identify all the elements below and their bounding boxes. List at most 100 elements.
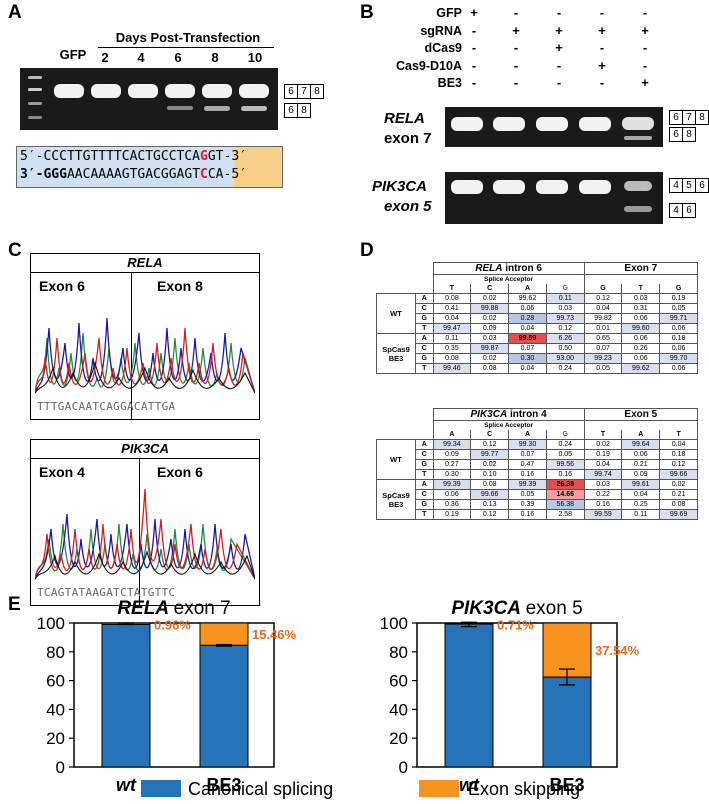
row-base: A [415, 293, 434, 304]
frequency-cell: 0.18 [659, 333, 698, 344]
frequency-cell: 0.18 [659, 449, 698, 460]
group-label: SpCas9 BE3 [376, 479, 416, 520]
frequency-cell: 0.03 [470, 333, 510, 344]
legend-swatch-skipping [419, 780, 459, 797]
y-tick-label: 40 [46, 700, 65, 719]
seq-box-exon [234, 146, 283, 188]
column-base: A [432, 430, 472, 440]
plot-frame [416, 622, 618, 768]
chromatogram-seq: TCAGTATAAGATCTATGTTC [37, 586, 176, 599]
frequency-cell: 0.27 [432, 459, 472, 470]
exon-header: Exon 5 [583, 408, 699, 421]
frequency-cell: 0.06 [621, 313, 661, 324]
exon-box: 6 [669, 110, 683, 125]
frequency-cell: 0.05 [545, 449, 585, 460]
seq-line-top: 5′-CCCTTGTTTTCACTGCCTCAGGT-3′ [20, 149, 247, 164]
gel-exon-label: exon 7 [384, 130, 432, 147]
gel-band-full [165, 84, 195, 98]
column-base: G [545, 430, 585, 440]
frequency-cell: 2.58 [545, 509, 585, 520]
row-base: G [415, 353, 434, 364]
group-label: WT [376, 439, 416, 480]
bar-canonical [199, 644, 249, 768]
gel-a [20, 68, 278, 130]
frequency-cell: 0.11 [621, 509, 661, 520]
condition-label: Cas9-D10A [395, 58, 462, 73]
chromatogram-pik3ca: PIK3CA Exon 4 Exon 6 TCAGTATAAGATCTATGTT… [30, 439, 260, 606]
frequency-cell: 0.03 [583, 479, 623, 490]
gel-band-full [493, 180, 525, 194]
chromatogram-trace [35, 488, 255, 580]
condition-mark: + [555, 40, 563, 55]
condition-mark: - [471, 22, 477, 38]
ladder-band [28, 116, 42, 119]
chromatogram-seq: TTTGACAATCAGGACATTGA [37, 400, 176, 413]
column-base: C [470, 284, 510, 294]
frequency-cell: 99.77 [470, 449, 510, 460]
condition-mark: + [555, 22, 563, 38]
frequency-cell: 99.62 [508, 293, 547, 304]
lane-label-day: 2 [101, 50, 109, 65]
frequency-cell: 99.39 [508, 479, 547, 490]
condition-mark: - [513, 5, 519, 20]
frequency-cell: 0.25 [621, 499, 661, 510]
column-base: C [470, 430, 510, 440]
gel-b-rela [445, 107, 663, 147]
frequency-cell: 99.59 [583, 509, 623, 520]
row-base: A [415, 439, 434, 450]
column-base: T [583, 430, 623, 440]
frequency-cell: 99.70 [659, 353, 698, 364]
column-base: T [621, 284, 661, 294]
frequency-cell: 0.05 [508, 489, 547, 500]
seq-box-intron [16, 146, 236, 188]
frequency-cell: 0.06 [621, 353, 661, 364]
column-base: G [659, 284, 698, 294]
gel-band-full [536, 180, 568, 194]
frequency-cell: 99.59 [508, 333, 547, 344]
y-tick-label: 0 [56, 758, 65, 777]
frequency-cell: 0.06 [659, 323, 698, 334]
column-base: A [508, 430, 547, 440]
frequency-cell: 0.04 [508, 323, 547, 334]
chromatogram-title: RELA [31, 254, 259, 273]
x-tick-label: wt [459, 775, 480, 795]
frequency-cell: 0.22 [583, 489, 623, 500]
condition-mark: - [642, 40, 648, 55]
frequency-cell: 14.66 [545, 489, 585, 500]
lane-label-day: 10 [247, 50, 263, 65]
frequency-cell: 99.46 [432, 363, 472, 374]
x-tick-label: BE3 [206, 775, 241, 795]
chromatogram-trace [35, 317, 255, 394]
gel-gene-label: PIK3CA [372, 178, 428, 195]
frequency-cell: 0.47 [508, 459, 547, 470]
gel-band-skip [624, 206, 652, 212]
panel-e-charts: RELA exon 7 0 20 40 60 80 100 0.96% wt 15.46% BE3 P… [37, 598, 640, 799]
seq-edit-base: G [200, 149, 208, 164]
frequency-cell: 0.21 [659, 489, 698, 500]
bar-skipping [199, 622, 249, 646]
frequency-cell: 0.28 [508, 313, 547, 324]
bar-canonical [542, 676, 592, 768]
row-base: C [415, 489, 434, 500]
gel-band-full [451, 180, 483, 194]
frequency-cell: 0.02 [470, 293, 510, 304]
legend-label-skipping: Exon skipping [468, 779, 580, 799]
frequency-cell: 56.38 [545, 499, 585, 510]
seq-text: AACAAAAGTGACGGAGT [66, 167, 201, 182]
exon-label-right: Exon 6 [157, 464, 203, 480]
condition-mark: + [470, 5, 478, 20]
lane-label-day: 8 [211, 50, 219, 65]
frequency-cell: 99.47 [432, 323, 472, 334]
condition-mark: + [641, 75, 649, 90]
frequency-cell: 99.64 [621, 439, 661, 450]
gel-gene-label: RELA [384, 110, 425, 127]
legend-swatch-canonical [141, 780, 181, 797]
frequency-cell: 99.60 [621, 323, 661, 334]
condition-mark: - [471, 75, 477, 90]
frequency-cell: 0.39 [508, 499, 547, 510]
condition-mark: - [471, 57, 477, 73]
frequency-cell: 99.69 [659, 509, 698, 520]
y-tick-label: 20 [46, 729, 65, 748]
frequency-cell: 0.07 [583, 343, 623, 354]
lane-label-gfp: GFP [59, 47, 87, 62]
